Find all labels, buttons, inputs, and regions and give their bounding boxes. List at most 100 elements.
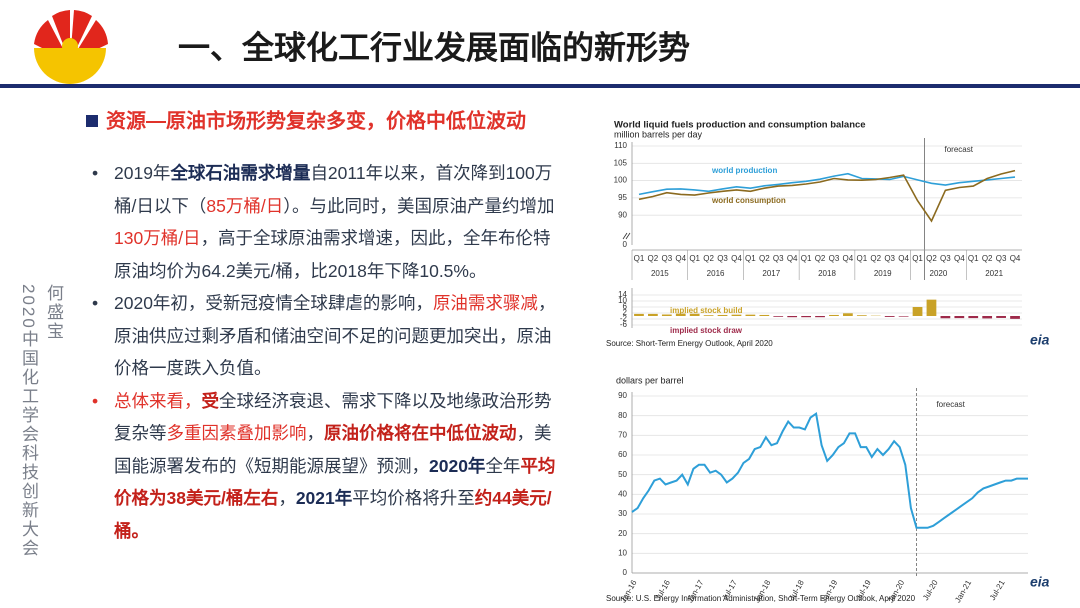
- y-tick-label: 90: [618, 391, 627, 400]
- header-rule: [0, 84, 1080, 88]
- x-tick-label: Q2: [703, 254, 714, 263]
- bar: [968, 316, 979, 319]
- x-tick-label: Q4: [898, 254, 909, 263]
- x-tick-label: Q4: [843, 254, 854, 263]
- bar: [773, 316, 784, 317]
- text-run: 原油需求骤减: [432, 293, 538, 313]
- y-tick-label: 0: [623, 568, 628, 577]
- text-run: 全球石油需求增量: [170, 163, 311, 183]
- x-tick-label: Q3: [829, 254, 840, 263]
- bar: [815, 316, 825, 318]
- bar: [634, 313, 644, 316]
- bar: [954, 316, 965, 319]
- eia-logo: eia: [1030, 574, 1050, 590]
- data-line: [638, 172, 1016, 196]
- bar: [912, 307, 923, 316]
- text-run: ，原油供应过剩矛盾和储油空间不足的问题更加突出，原油价格一度跌入负值。: [114, 293, 556, 378]
- text-run: 原油价格将在中低位波动: [324, 423, 517, 443]
- text-run: ，美国能源署发布的《短期能源展望》预测，: [114, 423, 552, 476]
- x-tick-label: Q4: [675, 254, 686, 263]
- x-tick-label: Q1: [856, 254, 867, 263]
- forecast-label: forecast: [936, 400, 965, 409]
- data-line: [631, 411, 1028, 529]
- bar: [787, 316, 798, 318]
- x-tick-label: Q2: [982, 254, 993, 263]
- x-tick-label: Q4: [954, 254, 965, 263]
- text-run: 平均价格为38美元/桶左右: [114, 455, 556, 509]
- x-tick-label: Q4: [787, 254, 798, 263]
- text-run: 全年: [485, 455, 521, 476]
- text-run: 2020年: [429, 455, 486, 476]
- bar: [884, 316, 895, 317]
- x-tick-label: Jul-21: [988, 578, 1007, 602]
- bullet-text: 总体来看，受全球经济衰退、需求下降以及地缘政治形势复杂等多重因素叠加影响，原油价…: [114, 385, 558, 548]
- bar: [982, 316, 993, 319]
- text-run: 受: [201, 390, 220, 411]
- text-run: 约44美元/桶。: [114, 488, 552, 541]
- y-tick-label: 50: [618, 470, 627, 479]
- bar: [759, 314, 770, 316]
- bullet-list: • 2019年全球石油需求增量自2011年以来，首次降到100万桶/日以下（85万…: [88, 157, 558, 547]
- bar: [829, 314, 839, 316]
- chart-title: World liquid fuels production and consum…: [614, 120, 866, 131]
- y-tick-label: 14: [618, 290, 627, 299]
- data-line: [638, 169, 1016, 223]
- x-tick-label: Q2: [926, 254, 937, 263]
- x-tick-label: Q1: [801, 254, 812, 263]
- bar: [856, 315, 867, 316]
- x-tick-label: Q3: [940, 254, 951, 263]
- bullet-marker: •: [92, 293, 99, 313]
- bar: [731, 314, 742, 316]
- chart: 0 10 20 30 40 50 60 70 80 90 dollars per barrel for…: [606, 375, 1050, 604]
- text-run: 自2011年以来，首次降到100万桶/日以下（: [114, 163, 553, 216]
- x-tick-label: Q2: [870, 254, 881, 263]
- x-tick-label: Q2: [815, 254, 826, 263]
- text-run: 全球经济衰退、需求下降以及地缘政治形势复杂等: [114, 390, 552, 444]
- bullet-text: 2020年初，受新冠疫情全球肆虐的影响，原油需求骤减，原油供应过剩矛盾和储油空间…: [114, 287, 558, 385]
- bar: [745, 314, 756, 316]
- y-tick-label: 60: [618, 450, 627, 459]
- bullet: • 2020年初，受新冠疫情全球肆虐的影响，原油需求骤减，原油供应过剩矛盾和储油空…: [88, 287, 558, 385]
- section-marker: [86, 115, 98, 127]
- axis-break: [622, 232, 628, 240]
- forecast-label: forecast: [945, 145, 974, 154]
- x-tick-label: Jan-21: [953, 578, 973, 604]
- series-label: world production: [711, 166, 777, 175]
- bar: [689, 313, 700, 316]
- y-tick-label: -6: [620, 320, 628, 329]
- text-run: ，: [278, 488, 296, 508]
- year-label: 2021: [985, 269, 1003, 278]
- x-tick-label: Q4: [731, 254, 742, 263]
- y-tick-label: 100: [614, 176, 628, 185]
- eia-logo: eia: [1030, 332, 1050, 348]
- x-tick-label: Q2: [759, 254, 770, 263]
- y-tick-label: 0: [623, 240, 628, 249]
- logo-base: [34, 48, 106, 84]
- chart: 90 95 100 105 110 World liquid fuels producti…: [614, 120, 1022, 280]
- x-tick-label: Q1: [968, 254, 979, 263]
- x-tick-label: Q4: [1010, 254, 1021, 263]
- bar: [940, 316, 951, 319]
- bar: [996, 316, 1006, 318]
- x-tick-label: Q3: [884, 254, 895, 263]
- bar: [648, 313, 658, 316]
- bar: [675, 313, 686, 316]
- year-label: 2016: [707, 269, 725, 278]
- series-label: world consumption: [711, 196, 786, 205]
- y-tick-label: 90: [618, 210, 627, 219]
- text-run: 2021年: [295, 488, 353, 508]
- text-run: 85万桶/日: [206, 195, 284, 216]
- legend-label: implied stock build: [670, 306, 743, 315]
- chart-subtitle: million barrels per day: [614, 129, 703, 139]
- x-tick-label: Q3: [661, 254, 672, 263]
- bullet: • 2019年全球石油需求增量自2011年以来，首次降到100万桶/日以下（85万…: [88, 157, 558, 287]
- bar: [801, 316, 811, 318]
- y-tick-label: 110: [614, 141, 627, 150]
- bar: [843, 313, 853, 316]
- bullet-marker: •: [92, 390, 99, 411]
- text-run: 平均价格将升至: [352, 488, 475, 508]
- y-tick-label: 30: [618, 509, 627, 518]
- legend-label: implied stock draw: [670, 326, 743, 335]
